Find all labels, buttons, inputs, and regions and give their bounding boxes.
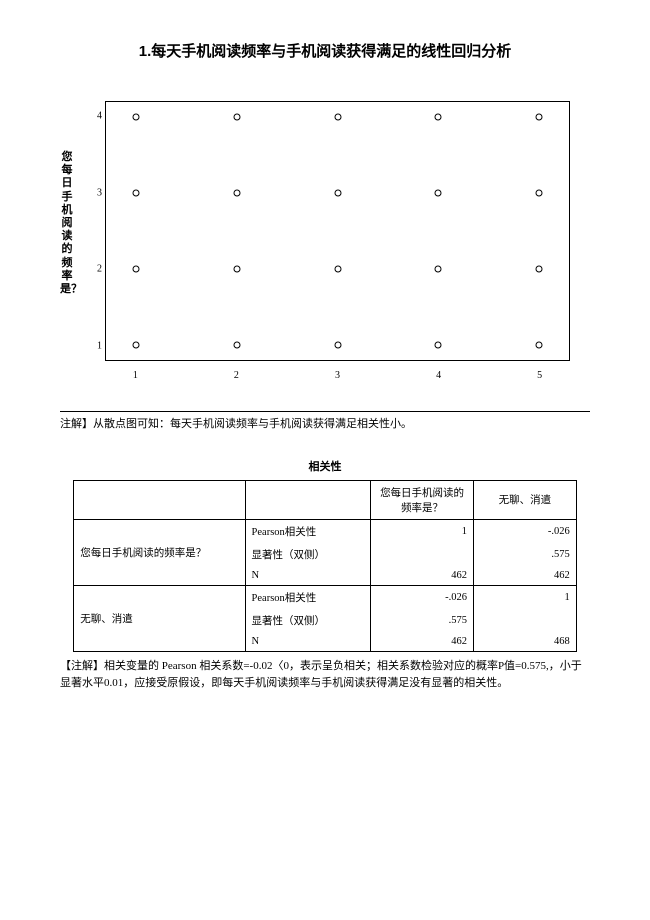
stat-label: 显著性（双侧） [245, 609, 371, 632]
table-row: 无聊、消遣Pearson相关性-.0261 [74, 585, 577, 609]
page-title: 1.每天手机阅读频率与手机阅读获得满足的线性回归分析 [60, 40, 590, 61]
scatter-point [535, 341, 542, 348]
table-cell [371, 543, 474, 566]
scatter-point [334, 265, 341, 272]
scatter-point [233, 265, 240, 272]
table-cell: .575 [371, 609, 474, 632]
x-tick: 5 [537, 370, 542, 381]
chart-plot-area [105, 101, 570, 361]
note-2: 【注解】相关变量的 Pearson 相关系数=-0.02〈0，表示呈负相关；相关… [60, 658, 590, 693]
table-header [245, 480, 371, 519]
scatter-point [435, 114, 442, 121]
stat-label: Pearson相关性 [245, 585, 371, 609]
y-tick: 2 [90, 264, 102, 275]
correlation-table: 您每日手机阅读的频率是？ 无聊、消遣 您每日手机阅读的频率是？Pearson相关… [73, 480, 577, 652]
table-cell: -.026 [371, 585, 474, 609]
y-tick: 1 [90, 340, 102, 351]
x-tick: 3 [335, 370, 340, 381]
scatter-point [133, 341, 140, 348]
table-cell: 462 [371, 566, 474, 586]
scatter-point [133, 265, 140, 272]
stat-label: 显著性（双侧） [245, 543, 371, 566]
scatter-point [133, 190, 140, 197]
scatter-point [233, 114, 240, 121]
stat-label: Pearson相关性 [245, 519, 371, 543]
table-header-row: 您每日手机阅读的频率是？ 无聊、消遣 [74, 480, 577, 519]
scatter-point [334, 341, 341, 348]
x-tick: 2 [234, 370, 239, 381]
scatter-point [133, 114, 140, 121]
stat-label: N [245, 632, 371, 652]
scatter-point [435, 341, 442, 348]
divider [60, 411, 590, 412]
table-cell [473, 609, 576, 632]
scatter-chart: 您每日手机阅读的频率是？ 123412345 [80, 101, 570, 381]
table-header: 无聊、消遣 [473, 480, 576, 519]
table-header [74, 480, 245, 519]
table-cell: -.026 [473, 519, 576, 543]
scatter-point [435, 265, 442, 272]
table-header: 您每日手机阅读的频率是？ [371, 480, 474, 519]
table-row: 您每日手机阅读的频率是？Pearson相关性1-.026 [74, 519, 577, 543]
scatter-point [535, 265, 542, 272]
row-group-label: 无聊、消遣 [74, 585, 245, 651]
scatter-point [233, 190, 240, 197]
scatter-point [535, 190, 542, 197]
scatter-point [334, 190, 341, 197]
row-group-label: 您每日手机阅读的频率是？ [74, 519, 245, 585]
table-cell: 1 [473, 585, 576, 609]
x-tick: 4 [436, 370, 441, 381]
note-1: 注解】从散点图可知：每天手机阅读频率与手机阅读获得满足相关性小。 [60, 416, 590, 433]
y-tick: 4 [90, 111, 102, 122]
scatter-point [535, 114, 542, 121]
x-tick: 1 [133, 370, 138, 381]
table-title: 相关性 [60, 458, 590, 474]
stat-label: N [245, 566, 371, 586]
y-tick: 3 [90, 187, 102, 198]
y-axis-label: 您每日手机阅读的频率是？ [60, 151, 74, 296]
table-cell: 1 [371, 519, 474, 543]
table-cell: .575 [473, 543, 576, 566]
scatter-point [334, 114, 341, 121]
scatter-point [233, 341, 240, 348]
table-cell: 462 [473, 566, 576, 586]
table-cell: 462 [371, 632, 474, 652]
scatter-point [435, 190, 442, 197]
table-cell: 468 [473, 632, 576, 652]
